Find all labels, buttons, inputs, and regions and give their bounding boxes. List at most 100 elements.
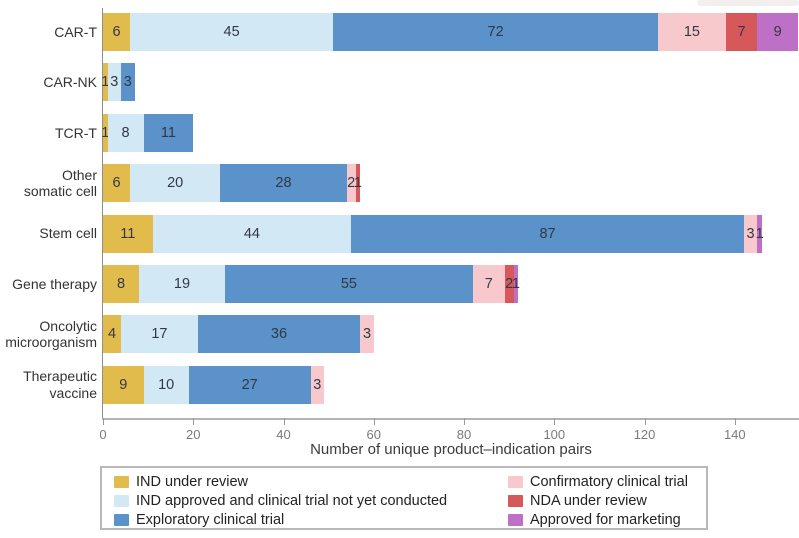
category-label: Therapeutic vaccine [23, 368, 97, 401]
segment-value-label: 55 [340, 276, 357, 292]
legend-swatch [114, 494, 129, 507]
segment-value-label: 1 [101, 74, 110, 91]
segment-value-label: 9 [119, 376, 128, 393]
bar-segment: 2 [504, 265, 514, 303]
bar-segment: 72 [333, 13, 659, 51]
bar-segment: 87 [351, 214, 744, 253]
segment-value-label: 3 [110, 74, 119, 91]
x-axis-tick-label: 60 [366, 427, 381, 442]
segment-value-label: 3 [746, 225, 755, 242]
segment-value-label: 27 [241, 376, 258, 393]
top-right-artifact [697, 0, 799, 6]
bar-row: 8 19 55 7 2 1 [103, 265, 520, 303]
segment-value-label: 3 [123, 74, 132, 91]
bar-segment: 11 [143, 113, 194, 152]
legend-column: Confirmatory clinical trial NDA under rev… [508, 472, 688, 529]
segment-value-label: 20 [167, 175, 184, 192]
x-axis-tick-label: 140 [723, 427, 746, 442]
bar-segment: 11 [103, 214, 153, 253]
legend-item: Confirmatory clinical trial [508, 472, 688, 491]
legend-label: NDA under review [530, 492, 647, 509]
bar-segment: 3 [310, 365, 325, 404]
legend-swatch [114, 475, 129, 488]
bar-segment: 1 [755, 214, 764, 253]
segment-value-label: 44 [243, 225, 260, 242]
y-axis-line [102, 8, 103, 418]
segment-value-label: 11 [120, 225, 136, 242]
segment-value-label: 7 [484, 276, 493, 292]
legend-swatch [508, 475, 523, 488]
segment-value-label: 28 [275, 175, 292, 192]
segment-value-label: 2 [505, 276, 514, 292]
category-label: Stem cell [39, 225, 97, 242]
x-axis-tick [103, 418, 104, 425]
segment-value-label: 2 [347, 175, 356, 192]
segment-value-label: 8 [117, 276, 126, 292]
category-label: Oncolytic microorganism [5, 317, 97, 351]
bar-row: 9 10 27 3 [103, 365, 325, 404]
legend-item: IND approved and clinical trial not yet … [114, 491, 447, 510]
bar-segment: 27 [188, 365, 311, 404]
x-axis-tick-label: 80 [456, 427, 472, 442]
x-axis-tick [554, 418, 556, 425]
segment-value-label: 1 [101, 124, 110, 141]
legend-label: Confirmatory clinical trial [530, 473, 688, 490]
segment-value-label: 10 [158, 376, 175, 393]
segment-value-label: 9 [773, 24, 782, 40]
bar-row: 4 17 36 3 [103, 315, 374, 354]
bar-segment: 17 [121, 315, 198, 354]
segment-value-label: 1 [353, 175, 362, 192]
legend-swatch [114, 513, 129, 526]
bar-segment: 9 [103, 365, 144, 404]
legend-item: Exploratory clinical trial [114, 510, 447, 529]
bar-segment: 36 [197, 315, 361, 354]
segment-value-label: 4 [107, 326, 117, 343]
segment-value-label: 19 [173, 276, 191, 292]
bar-segment: 7 [473, 265, 505, 303]
legend-swatch [508, 494, 523, 507]
segment-value-label: 8 [121, 124, 130, 141]
segment-value-label: 45 [223, 24, 240, 40]
bar-segment: 28 [220, 164, 347, 203]
bar-segment: 8 [103, 265, 140, 303]
bar-segment: 3 [107, 63, 122, 102]
bar-segment: 10 [143, 365, 189, 404]
segment-value-label: 6 [112, 24, 121, 40]
x-axis-tick [283, 418, 285, 425]
x-axis-tick-label: 0 [99, 427, 107, 442]
bar-segment: 8 [107, 113, 144, 152]
segment-value-label: 7 [737, 24, 746, 40]
bar-segment: 2 [346, 164, 356, 203]
legend-item: Approved for marketing [508, 510, 688, 529]
segment-value-label: 17 [151, 326, 168, 343]
segment-value-label: 1 [511, 276, 520, 292]
bar-segment: 6 [103, 13, 131, 51]
x-axis-tick [644, 418, 646, 425]
x-axis-tick [734, 418, 736, 425]
legend-label: Approved for marketing [530, 511, 681, 528]
category-label: CAR-T [54, 23, 97, 40]
bar-segment: 6 [103, 164, 131, 203]
bar-segment: 55 [224, 265, 474, 303]
bar-segment: 1 [353, 164, 362, 203]
segment-value-label: 15 [683, 24, 700, 40]
category-label: CAR-NK [43, 74, 97, 91]
bar-segment: 20 [130, 164, 221, 203]
x-axis-tick-label: 120 [633, 427, 656, 442]
segment-value-label: 1 [755, 225, 764, 242]
legend: IND under review IND approved and clinica… [100, 466, 708, 530]
bar-segment: 19 [139, 265, 225, 303]
x-axis-tick-label: 20 [186, 427, 201, 442]
segment-value-label: 3 [313, 376, 322, 393]
legend-label: IND under review [136, 473, 249, 490]
bar-segment: 44 [152, 214, 352, 253]
bar-segment: 3 [743, 214, 758, 253]
x-axis-tick-label: 100 [543, 427, 566, 442]
bar-segment: 45 [130, 13, 334, 51]
bar-segment: 3 [360, 315, 374, 354]
bar-segment: 1 [101, 113, 110, 152]
bar-segment: 3 [121, 63, 135, 102]
segment-value-label: 36 [270, 326, 288, 343]
